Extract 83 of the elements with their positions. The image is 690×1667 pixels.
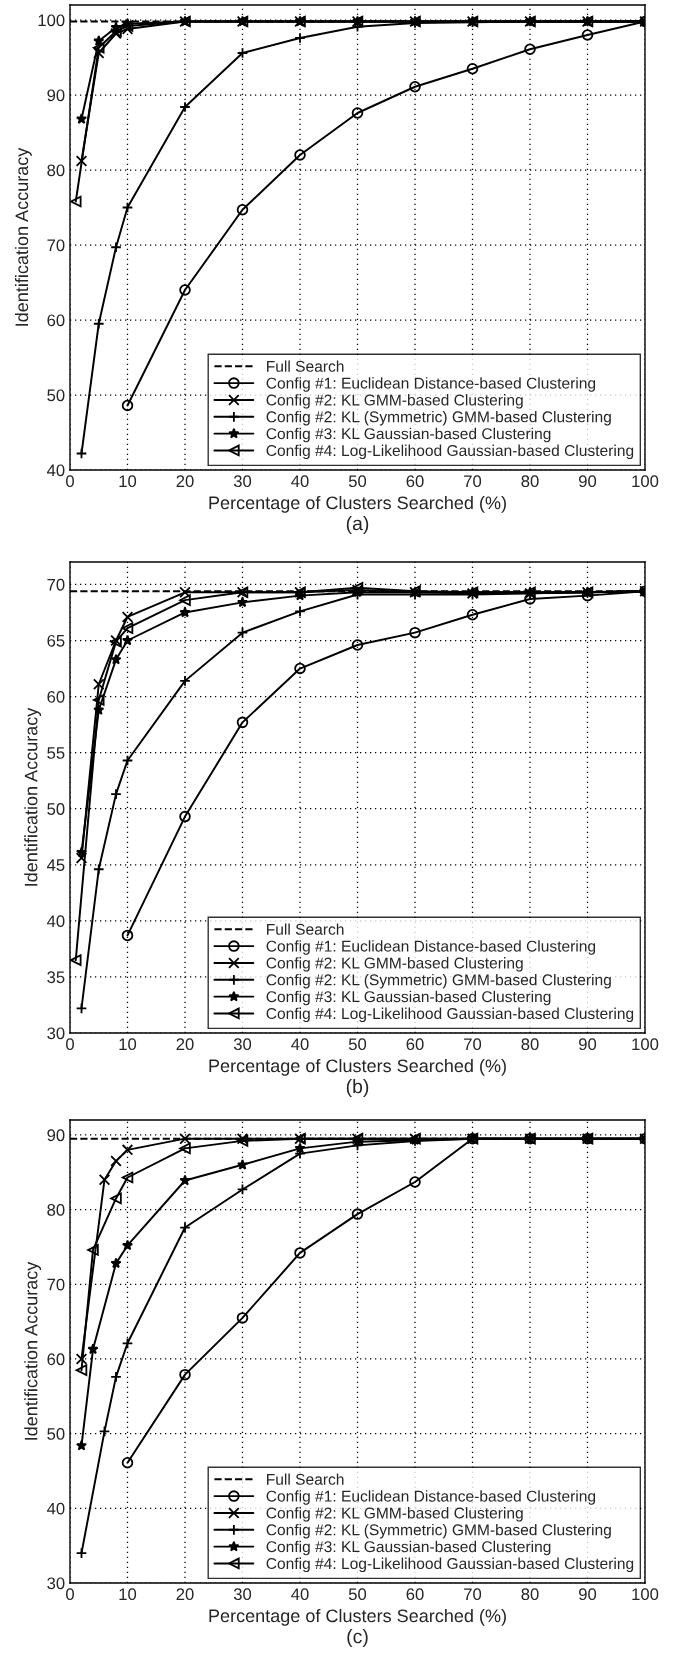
x-tick-label: 90 (579, 1038, 597, 1051)
x-tick-label: 70 (464, 1038, 482, 1051)
x-tick-label: 100 (632, 1038, 659, 1051)
text: (a) (346, 516, 369, 535)
x-tick-label: 20 (176, 1588, 194, 1601)
y-tick-label: 50 (47, 1428, 65, 1440)
x-tick-label: 30 (233, 1038, 252, 1051)
y-tick-label: 30 (47, 1577, 65, 1590)
legend-label: Config #2: KL (Symmetric) GMM-based Clustering (266, 973, 611, 989)
x-tick-label: 0 (66, 475, 74, 488)
x-tick-label: 30 (233, 1588, 252, 1601)
legend-label: Config #1: Euclidean Distance-based Clustering (266, 940, 596, 955)
y-tick-label: 55 (47, 747, 65, 759)
x-tick-label: 10 (119, 475, 137, 488)
legend-label: Config #2: KL (Symmetric) GMM-based Clustering (266, 1523, 611, 1539)
legend-label: Config #3: KL Gaussian-based Clustering (266, 990, 551, 1006)
legend-label: Config #1: Euclidean Distance-based Clustering (266, 1490, 596, 1505)
y-tick-label: 30 (47, 1027, 65, 1040)
y-tick-label: 80 (47, 1204, 65, 1216)
legend-label: Full Search (267, 1473, 344, 1485)
x-tick-label: 40 (291, 475, 309, 488)
x-tick-label: 90 (579, 475, 597, 488)
legend-label: Config #3: KL Gaussian-based Clustering (266, 427, 551, 443)
y-tick-label: 40 (46, 915, 65, 928)
x-tick-label: 100 (632, 1588, 659, 1601)
legend-label: Full Search (267, 923, 344, 935)
y-tick-label: 90 (47, 1129, 65, 1142)
y-axis-title: Identification Accuracy (14, 147, 32, 326)
x-tick-label: 60 (406, 1588, 424, 1601)
legend-label: Config #2: KL (Symmetric) GMM-based Clustering (266, 410, 611, 426)
y-tick-label: 65 (47, 634, 65, 647)
x-tick-label: 40 (291, 1038, 309, 1051)
x-tick-label: 60 (406, 475, 424, 488)
y-tick-label: 70 (47, 1278, 65, 1291)
x-tick-label: 40 (291, 1588, 309, 1601)
x-tick-label: 80 (521, 1038, 539, 1051)
y-tick-label: 70 (47, 239, 65, 252)
x-tick-label: 0 (66, 1038, 74, 1051)
y-tick-label: 40 (46, 464, 65, 477)
legend-label: Config #4: Log-Likelihood Gaussian-based Clustering (266, 1007, 634, 1023)
y-tick-label: 50 (47, 803, 65, 815)
x-tick-label: 90 (579, 1588, 597, 1601)
x-tick-label: 70 (464, 1588, 482, 1601)
x-tick-label: 60 (406, 1038, 424, 1051)
x-tick-label: 20 (176, 1038, 194, 1051)
legend-label: Config #3: KL Gaussian-based Clustering (266, 1540, 551, 1556)
y-tick-label: 50 (47, 389, 65, 402)
legend-label: Config #2: KL GMM-based Clustering (266, 1507, 523, 1522)
y-tick-label: 90 (47, 89, 65, 102)
x-tick-label: 80 (521, 475, 539, 488)
x-tick-label: 30 (233, 475, 252, 488)
x-tick-label: 50 (348, 475, 367, 488)
legend-label: Config #2: KL GMM-based Clustering (266, 394, 523, 409)
x-tick-label: 20 (176, 475, 194, 488)
x-tick-label: 50 (348, 1038, 367, 1051)
y-tick-label: 80 (47, 164, 65, 177)
x-axis-title: Percentage of Clusters Searched (%) (209, 1608, 506, 1626)
x-tick-label: 10 (119, 1038, 137, 1051)
y-tick-label: 35 (47, 971, 65, 984)
legend-label: Full Search (267, 360, 344, 372)
text: (b) (346, 1079, 369, 1098)
legend-label: Config #2: KL GMM-based Clustering (266, 957, 523, 972)
x-axis-title: Percentage of Clusters Searched (%) (209, 1058, 506, 1076)
y-tick-label: 60 (47, 690, 65, 703)
legend-label: Config #4: Log-Likelihood Gaussian-based Clustering (266, 1557, 634, 1573)
y-axis-title: Identification Accuracy (24, 707, 42, 886)
x-tick-label: 10 (119, 1588, 137, 1601)
y-axis-title: Identification Accuracy (24, 1261, 42, 1440)
y-tick-label: 45 (46, 859, 65, 871)
x-axis-title: Percentage of Clusters Searched (%) (209, 495, 506, 513)
legend-label: Config #4: Log-Likelihood Gaussian-based Clustering (266, 444, 634, 460)
x-tick-label: 0 (66, 1588, 74, 1601)
y-tick-label: 60 (47, 1353, 65, 1366)
y-tick-label: 100 (38, 14, 65, 27)
y-tick-label: 60 (47, 314, 65, 327)
x-tick-label: 80 (521, 1588, 539, 1601)
legend-label: Config #1: Euclidean Distance-based Clustering (266, 377, 596, 392)
x-tick-label: 100 (632, 475, 659, 488)
y-tick-label: 70 (47, 578, 65, 591)
y-tick-label: 40 (46, 1502, 65, 1515)
x-tick-label: 70 (464, 475, 482, 488)
text: (c) (347, 1629, 368, 1648)
x-tick-label: 50 (348, 1588, 367, 1601)
